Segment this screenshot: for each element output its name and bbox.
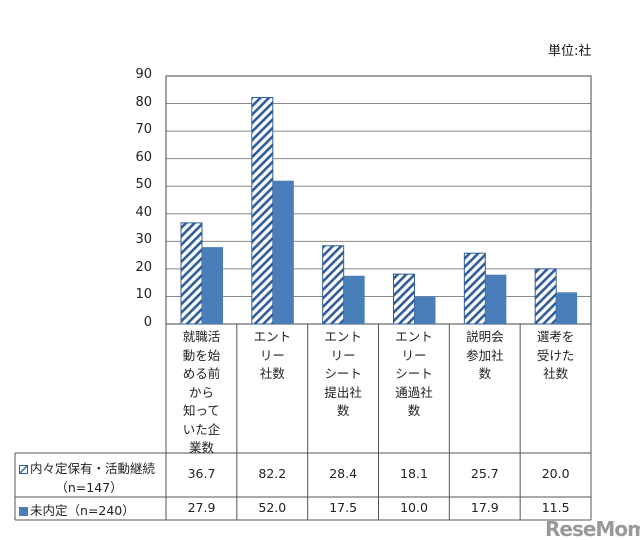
category-label: 選考を 受けた 社数 xyxy=(536,329,575,381)
bar-series-1 xyxy=(534,268,557,325)
unit-label: 単位:社 xyxy=(548,44,592,59)
data-table-value: 17.5 xyxy=(329,500,358,515)
y-tick-label: 40 xyxy=(135,204,152,220)
y-tick-label: 10 xyxy=(135,287,152,303)
data-table-value: 28.4 xyxy=(329,466,358,481)
y-tick-label: 30 xyxy=(135,232,152,248)
solid-swatch-icon xyxy=(19,507,28,516)
bar-series-1 xyxy=(322,245,345,325)
bar-series-2 xyxy=(556,292,578,324)
data-table-value: 82.2 xyxy=(258,466,287,481)
legend-series-1: 内々定保有・活動継続 （n=147） xyxy=(19,458,159,496)
data-table-value: 27.9 xyxy=(187,500,216,515)
bar-series-1 xyxy=(251,96,274,325)
resemom-watermark-logo: ReseMom xyxy=(545,517,640,540)
data-table-value: 25.7 xyxy=(470,466,499,481)
y-tick-label: 80 xyxy=(135,94,152,110)
y-tick-label: 0 xyxy=(143,315,152,330)
bar-series-2 xyxy=(202,247,223,324)
category-label: 説明会 参加社 数 xyxy=(466,329,504,381)
legend-series-2: 未内定（n=240） xyxy=(19,500,135,519)
bar-series-2 xyxy=(414,296,436,324)
plot-area-border xyxy=(165,75,592,325)
series-1-name: 内々定保有・活動継続 xyxy=(30,461,156,476)
hatched-swatch-icon xyxy=(19,465,28,474)
data-table-value: 20.0 xyxy=(541,466,570,481)
data-table-value: 11.5 xyxy=(541,500,570,515)
y-tick-label: 50 xyxy=(135,177,152,193)
bar-series-1 xyxy=(180,222,203,325)
data-table-value: 17.9 xyxy=(470,500,499,515)
category-label: エント リー シート 通過社 数 xyxy=(395,329,433,418)
category-label: エント リー 社数 xyxy=(253,329,292,381)
bar-series-2 xyxy=(272,180,294,324)
y-tick-label: 90 xyxy=(135,67,152,82)
category-label: エント リー シート 提出社 数 xyxy=(324,329,362,418)
data-table-value: 18.1 xyxy=(400,466,428,481)
series-2-name: 未内定（n=240） xyxy=(30,503,135,518)
y-tick-label: 70 xyxy=(135,122,152,138)
data-table-value: 52.0 xyxy=(258,500,287,515)
series-1-sub: （n=147） xyxy=(55,480,123,495)
bar-series-1 xyxy=(463,252,486,325)
y-tick-label: 60 xyxy=(135,149,152,165)
bar-series-2 xyxy=(485,274,507,324)
y-tick-label: 20 xyxy=(135,259,152,275)
data-table-value: 10.0 xyxy=(400,500,428,515)
bar-series-1 xyxy=(393,273,415,325)
bar-series-2 xyxy=(343,275,365,324)
data-table-value: 36.7 xyxy=(187,466,216,481)
category-label: 就職活 動を始 める前 から 知って いた企 業数 xyxy=(182,329,221,455)
